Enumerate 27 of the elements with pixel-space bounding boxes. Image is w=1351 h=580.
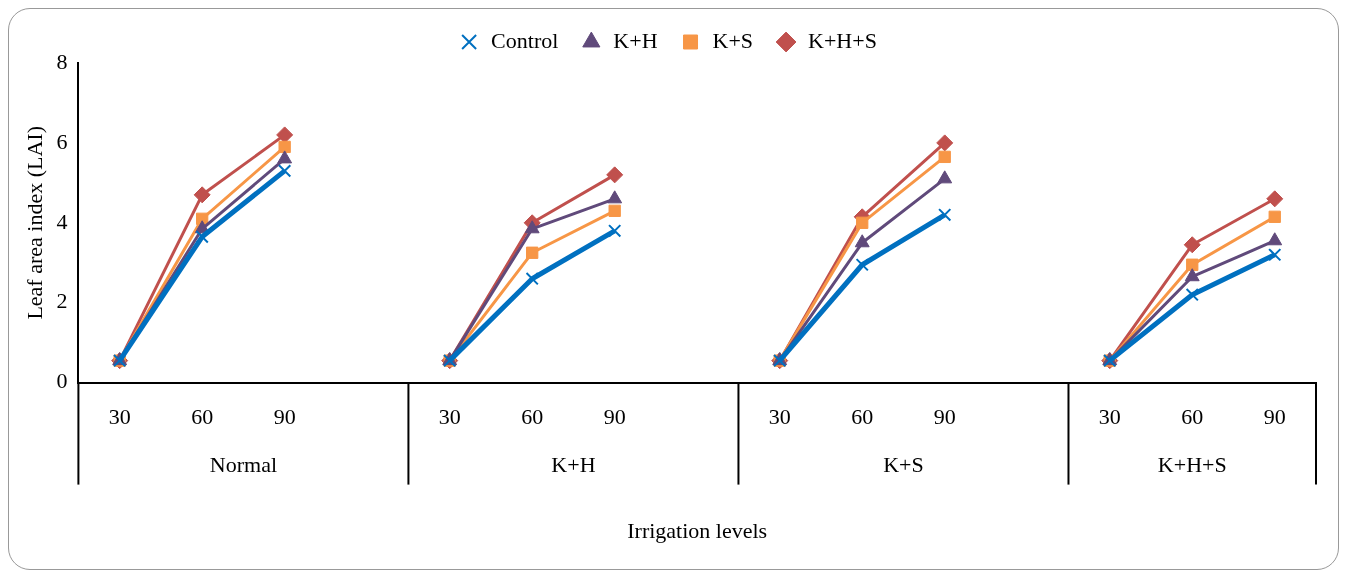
y-tick-label: 0 <box>56 368 68 394</box>
text: K+H+S <box>1157 452 1227 478</box>
text: K+H <box>551 452 596 478</box>
x-tick-label: 90 <box>933 403 956 429</box>
x-tick-label: 60 <box>1181 403 1204 429</box>
x-tick-label: 90 <box>1263 403 1286 429</box>
x-tick-label: 30 <box>108 403 131 429</box>
x-axis-title: Irrigation levels <box>627 518 768 544</box>
x-tick-label: 90 <box>603 403 626 429</box>
y-tick-label: 8 <box>56 48 68 74</box>
legend-label: K+H <box>613 27 658 53</box>
x-tick-label: 60 <box>851 403 874 429</box>
x-tick-label: 90 <box>273 403 296 429</box>
y-tick-label: 2 <box>56 288 68 314</box>
x-tick-label: 30 <box>768 403 791 429</box>
text: Normal <box>209 452 278 478</box>
text: K+S <box>883 452 924 478</box>
legend-label: K+H+S <box>808 27 877 53</box>
y-tick-label: 6 <box>56 128 68 154</box>
x-tick-label: 60 <box>521 403 544 429</box>
y-tick-label: 4 <box>56 208 68 234</box>
x-tick-label: 30 <box>438 403 461 429</box>
legend-label: K+S <box>712 27 754 53</box>
y-axis-title: Leaf area index (LAI) <box>21 126 47 320</box>
x-tick-label: 60 <box>191 403 214 429</box>
legend-label: Control <box>491 27 559 53</box>
x-tick-label: 30 <box>1098 403 1121 429</box>
